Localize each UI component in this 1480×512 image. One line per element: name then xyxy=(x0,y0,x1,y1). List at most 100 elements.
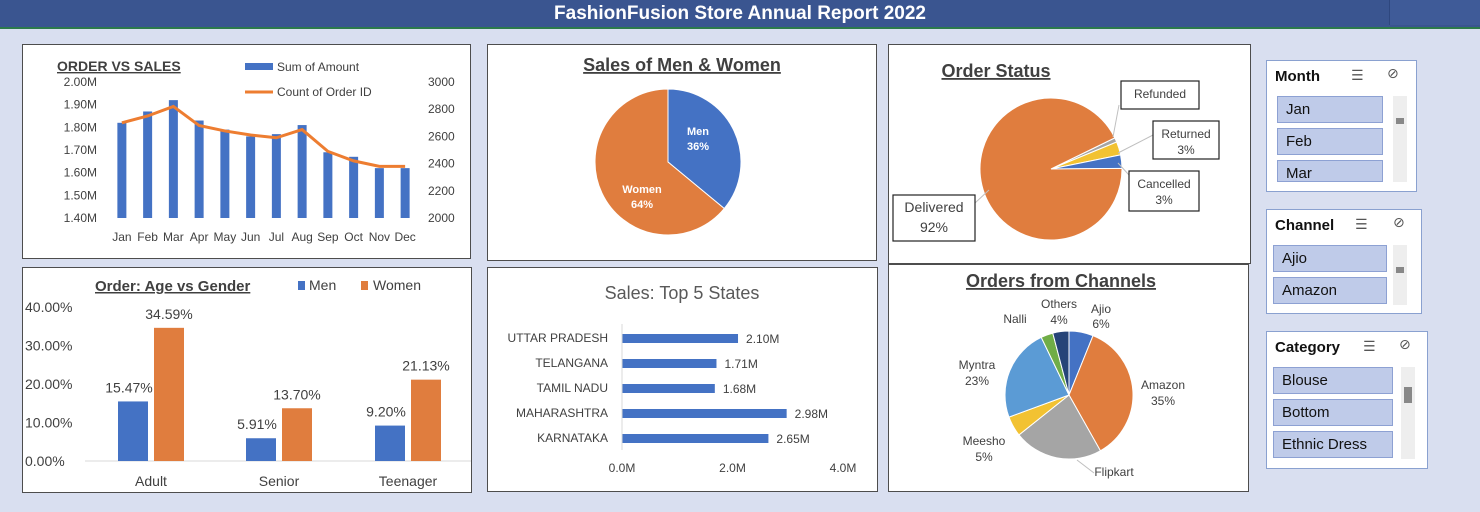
data-label: 5.91% xyxy=(237,416,277,432)
slicer-item-amazon[interactable]: Amazon xyxy=(1273,277,1387,304)
bar-feb xyxy=(143,111,153,218)
y-left-tick: 1.70M xyxy=(64,143,97,157)
y-right-tick: 2800 xyxy=(428,102,455,116)
slicer-item-ajio[interactable]: Ajio xyxy=(1273,245,1387,272)
y-tick: TAMIL NADU xyxy=(537,381,608,395)
slicer-item-jan[interactable]: Jan xyxy=(1277,96,1383,123)
x-tick: Jul xyxy=(269,230,284,244)
x-tick: Dec xyxy=(394,230,415,244)
scroll-thumb[interactable] xyxy=(1396,267,1404,273)
data-label: 1.71M xyxy=(724,357,757,371)
clear-filter-icon[interactable]: ⊘ xyxy=(1399,336,1411,352)
legend-swatch-amount xyxy=(245,63,273,70)
category-slicer-scrollbar[interactable] xyxy=(1401,367,1415,459)
slicer-item-blouse[interactable]: Blouse xyxy=(1273,367,1393,394)
y-left-tick: 2.00M xyxy=(64,75,97,89)
y-tick: 40.00% xyxy=(25,299,72,315)
report-title: FashionFusion Store Annual Report 2022 xyxy=(554,3,926,24)
data-label: 2.65M xyxy=(776,432,809,446)
callout-text: Refunded xyxy=(1134,87,1186,101)
bar-mar xyxy=(168,100,178,218)
callout-box xyxy=(892,194,976,242)
clear-filter-icon[interactable]: ⊘ xyxy=(1393,214,1405,230)
bar-adult-women xyxy=(154,327,184,461)
report-title-bar: FashionFusion Store Annual Report 2022 xyxy=(0,0,1480,29)
bar-jun xyxy=(246,136,256,218)
channel-slicer-scrollbar[interactable] xyxy=(1393,245,1407,305)
x-tick: 2.0M xyxy=(719,461,746,475)
leader-line xyxy=(1117,134,1154,154)
pie-label-flipkart: Flipkart xyxy=(1094,465,1134,479)
x-tick: Mar xyxy=(163,230,184,244)
data-label: 2.98M xyxy=(795,407,828,421)
slicer-item-feb[interactable]: Feb xyxy=(1277,128,1383,155)
y-left-tick: 1.50M xyxy=(64,188,97,202)
pie-slice-others xyxy=(1052,330,1070,396)
bar-karnataka xyxy=(622,434,769,443)
orders-channels-panel: Orders from Channels Ajio 6% Amazon 35% Flipk… xyxy=(888,264,1249,492)
leader-line xyxy=(1112,104,1120,138)
callout-box xyxy=(1120,80,1200,110)
pie-slice-delivered xyxy=(979,97,1123,241)
x-tick: Apr xyxy=(190,230,209,244)
clear-filter-icon[interactable]: ⊘ xyxy=(1387,65,1399,81)
month-slicer-scrollbar[interactable] xyxy=(1393,96,1407,182)
bar-senior-men xyxy=(246,438,276,461)
scroll-thumb[interactable] xyxy=(1404,387,1412,403)
chart-title: Order Status xyxy=(941,61,1050,81)
top5-states-chart: Sales: Top 5 States UTTAR PRADESH 2.10M TEL… xyxy=(508,283,857,475)
callout-text: Delivered xyxy=(904,199,963,215)
y-tick: TELANGANA xyxy=(535,356,608,370)
leader-line xyxy=(1076,459,1095,474)
leader-line xyxy=(974,189,990,204)
y-left-tick: 1.90M xyxy=(64,98,97,112)
slicer-item-bottom[interactable]: Bottom xyxy=(1273,399,1393,426)
sales-men-women-panel: Sales of Men & Women Men 36% Women 64% xyxy=(487,44,877,261)
pie-label-ajio: Ajio xyxy=(1091,302,1111,316)
month-slicer-title: Month xyxy=(1275,68,1320,85)
multi-select-icon[interactable]: ☰ xyxy=(1363,338,1376,354)
bar-aug xyxy=(297,125,307,218)
bar-senior-women xyxy=(282,408,312,461)
order-vs-sales-panel: ORDER VS SALES Sum of Amount Count of Orde… xyxy=(22,44,471,259)
y-tick: 10.00% xyxy=(25,415,72,431)
scroll-thumb[interactable] xyxy=(1396,118,1404,124)
pie-label-men: Men xyxy=(687,126,709,138)
x-tick: May xyxy=(214,230,237,244)
chart-title: Order: Age vs Gender xyxy=(95,278,250,295)
pie-slice-myntra xyxy=(1004,336,1070,418)
slicer-item-mar[interactable]: Mar xyxy=(1277,160,1383,182)
chart-title: ORDER VS SALES xyxy=(57,58,181,74)
x-tick: Jan xyxy=(112,230,131,244)
bar-tamil-nadu xyxy=(622,384,715,393)
pie-value-amazon: 35% xyxy=(1151,394,1175,408)
title-bar-corner xyxy=(1389,0,1480,25)
pie-value-meesho: 5% xyxy=(975,450,993,464)
multi-select-icon[interactable]: ☰ xyxy=(1351,67,1364,83)
bar-sep xyxy=(323,152,333,218)
order-status-panel: Order Status Refunded Returned 3% Cancelled 3… xyxy=(888,44,1251,264)
x-tick: Sep xyxy=(317,230,339,244)
bar-telangana xyxy=(622,359,717,368)
y-tick: MAHARASHTRA xyxy=(516,406,608,420)
legend-label-orders: Count of Order ID xyxy=(277,85,372,99)
pie-label-others: Others xyxy=(1041,297,1077,311)
category-slicer-title: Category xyxy=(1275,339,1341,356)
x-tick: 0.0M xyxy=(609,461,636,475)
callout-text: 92% xyxy=(920,219,948,235)
bar-adult-men xyxy=(118,401,148,461)
bar-dec xyxy=(400,168,410,218)
callout-box xyxy=(1128,170,1200,212)
multi-select-icon[interactable]: ☰ xyxy=(1355,216,1368,232)
slicer-item-ethnic-dress[interactable]: Ethnic Dress xyxy=(1273,431,1393,458)
y-right-tick: 2600 xyxy=(428,129,455,143)
x-tick: Teenager xyxy=(379,473,438,489)
y-right-tick: 2000 xyxy=(428,211,455,225)
data-label: 1.68M xyxy=(723,382,756,396)
pie-slice-women xyxy=(594,88,725,236)
pie-label-myntra: Myntra xyxy=(959,358,996,372)
bar-may xyxy=(220,129,230,218)
order-status-chart: Order Status Refunded Returned 3% Cancelled 3… xyxy=(892,61,1220,242)
bar-jul xyxy=(271,134,281,218)
leader-line xyxy=(1117,162,1130,176)
